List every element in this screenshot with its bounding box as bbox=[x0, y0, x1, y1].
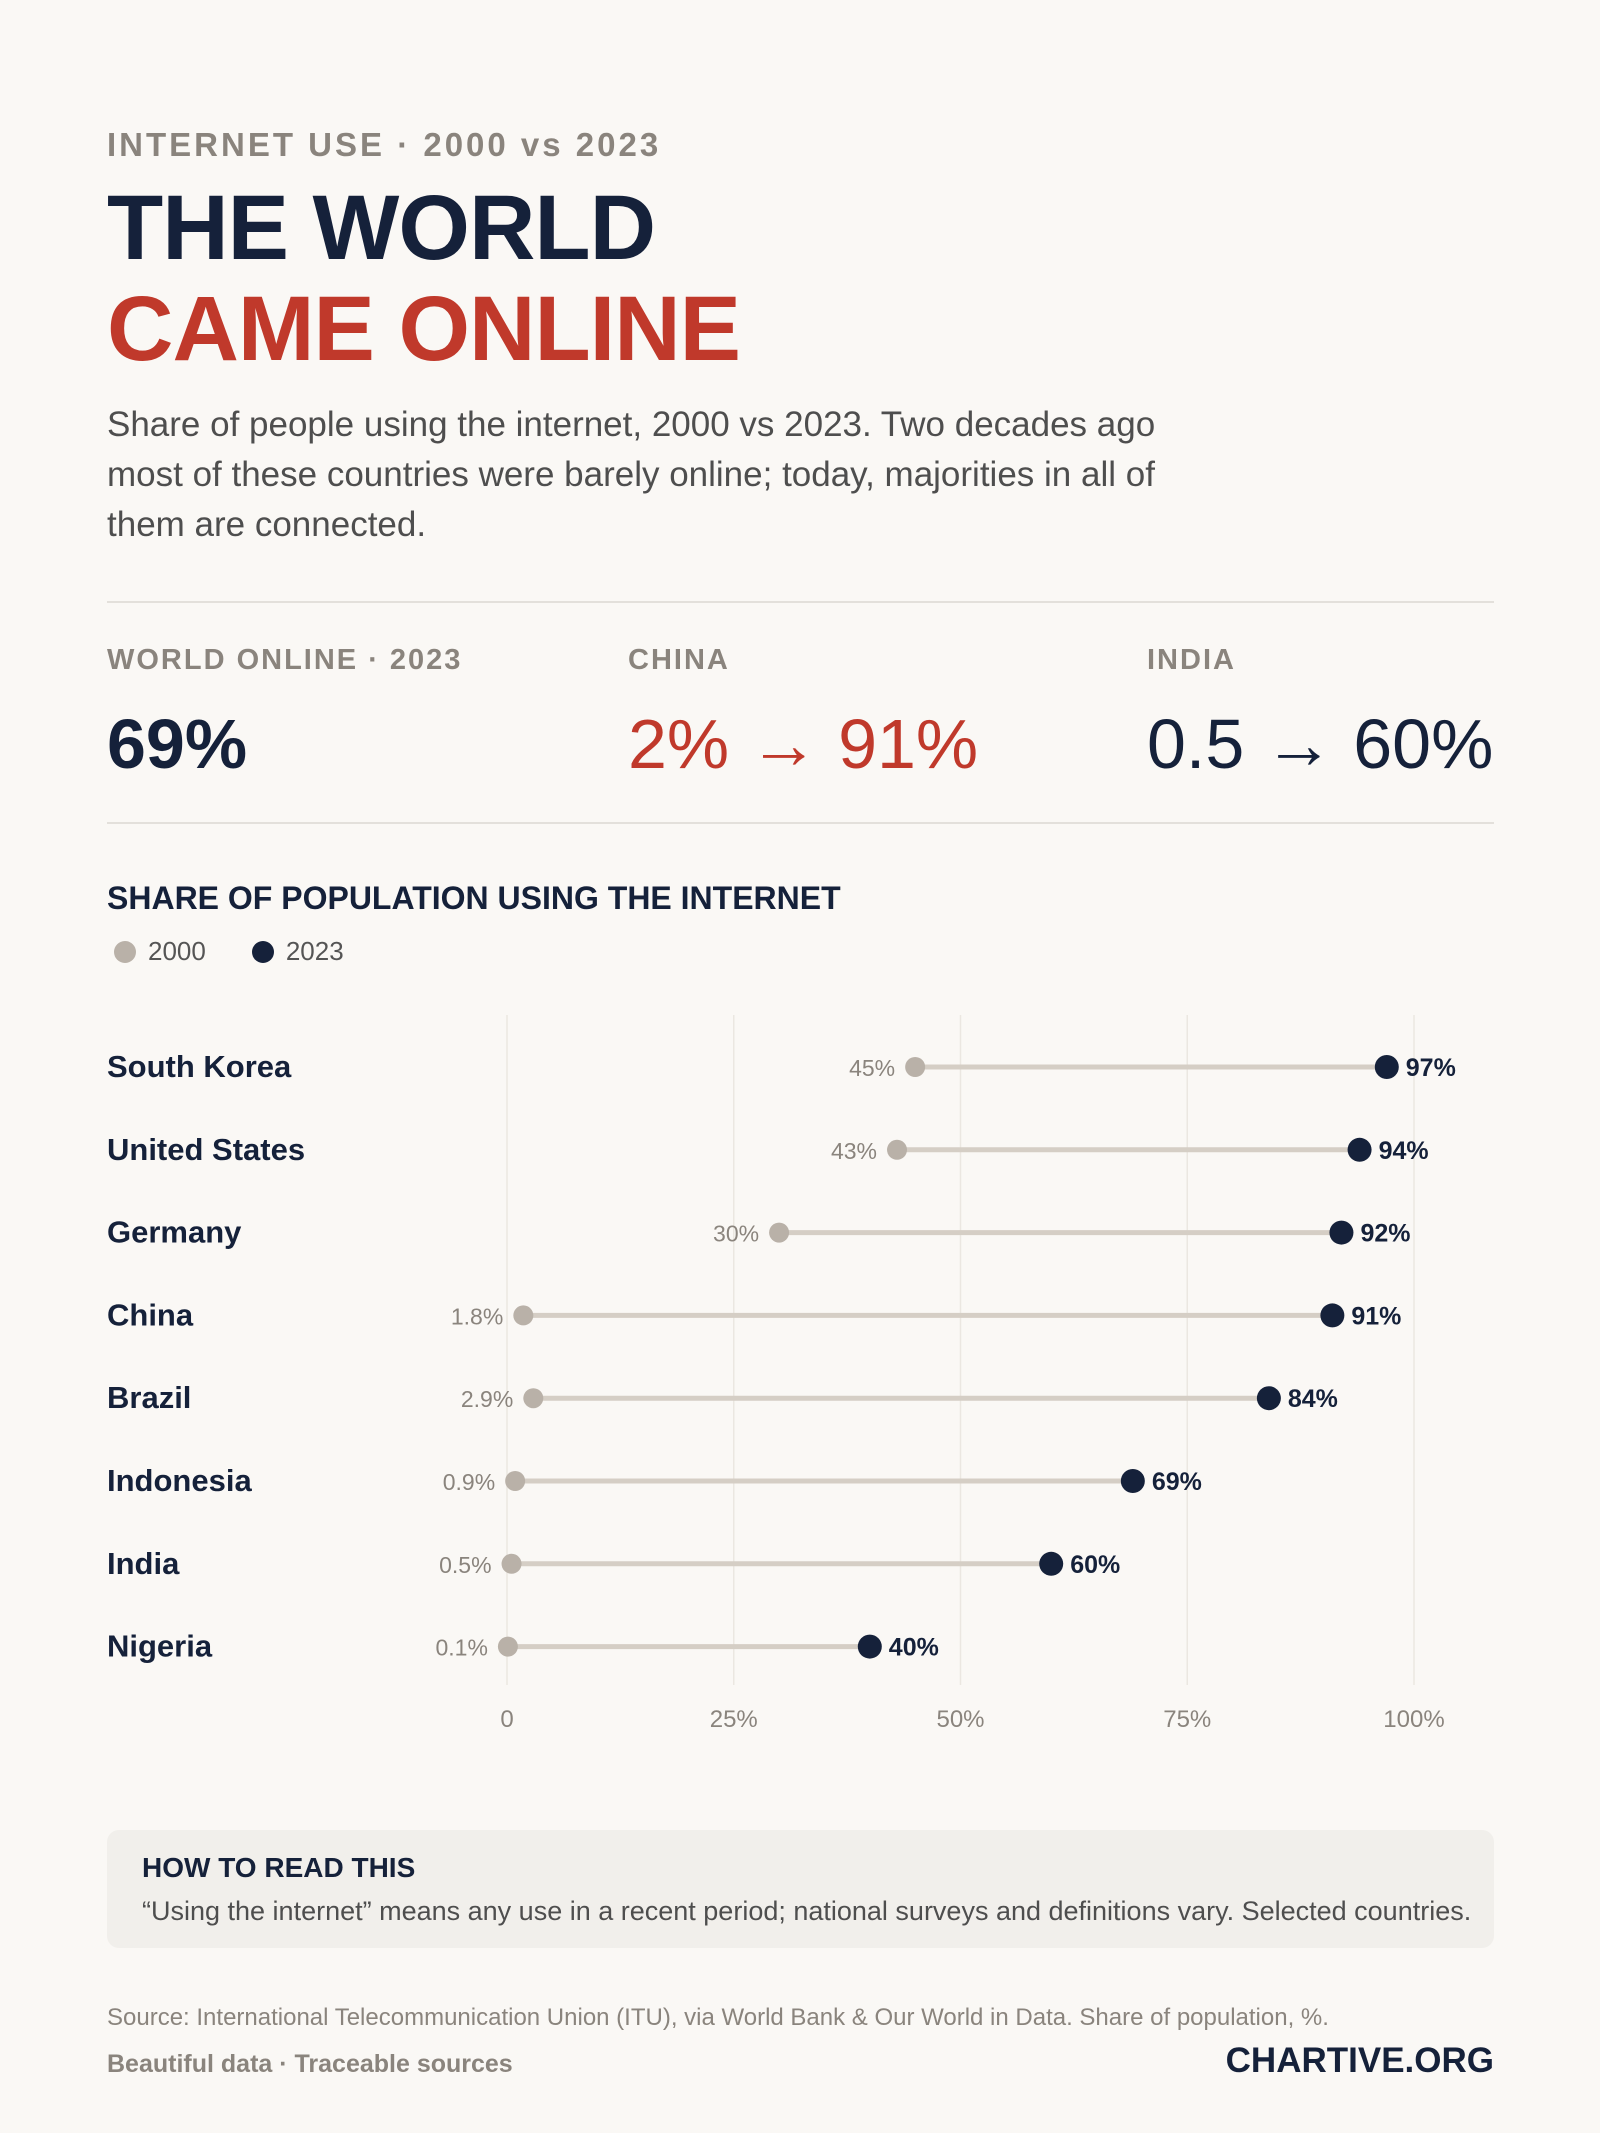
page-title: THE WORLD CAME ONLINE bbox=[107, 177, 741, 380]
category-label: India bbox=[107, 1546, 180, 1581]
stat-world: WORLD ONLINE · 2023 69% bbox=[107, 644, 463, 783]
legend-swatch-2000 bbox=[114, 940, 136, 963]
stat-value: 69% bbox=[107, 705, 248, 783]
point-2000 bbox=[769, 1222, 790, 1243]
point-2000 bbox=[887, 1139, 908, 1160]
title-line-2: CAME ONLINE bbox=[107, 278, 741, 380]
data-label-2023: 69% bbox=[1152, 1468, 1202, 1496]
chart-title: SHARE OF POPULATION USING THE INTERNET bbox=[107, 880, 841, 916]
x-tick-label: 100% bbox=[1383, 1706, 1444, 1733]
data-label-2000: 0.1% bbox=[435, 1635, 487, 1661]
data-label-2000: 2.9% bbox=[461, 1386, 513, 1412]
data-label-2000: 0.5% bbox=[439, 1552, 491, 1578]
category-label: United States bbox=[107, 1132, 305, 1167]
data-label-2000: 30% bbox=[713, 1221, 759, 1247]
title-line-1: THE WORLD bbox=[107, 177, 656, 279]
tagline: Beautiful data · Traceable sources bbox=[107, 2050, 513, 2078]
data-label-2000: 1.8% bbox=[451, 1303, 503, 1329]
divider bbox=[107, 822, 1494, 824]
stat-label: CHINA bbox=[628, 644, 730, 676]
legend-label: 2023 bbox=[285, 936, 344, 966]
data-label-2023: 91% bbox=[1351, 1302, 1401, 1330]
data-label-2023: 40% bbox=[889, 1634, 939, 1662]
point-2023 bbox=[1039, 1551, 1064, 1576]
category-label: Germany bbox=[107, 1215, 242, 1250]
point-2023 bbox=[1320, 1303, 1345, 1328]
stat-value: 2% → 91% bbox=[628, 705, 979, 783]
divider bbox=[107, 601, 1494, 603]
category-label: South Korea bbox=[107, 1049, 292, 1084]
stat-label: WORLD ONLINE · 2023 bbox=[107, 644, 463, 676]
infographic: INTERNET USE · 2000 vs 2023 THE WORLD CA… bbox=[107, 0, 1494, 2133]
legend-swatch-2023 bbox=[251, 940, 274, 963]
point-2000 bbox=[501, 1553, 522, 1574]
subtitle: Share of people using the internet, 2000… bbox=[107, 405, 1156, 544]
brand-logo: CHARTIVE.ORG bbox=[1225, 2041, 1494, 2080]
category-label: Indonesia bbox=[107, 1463, 252, 1498]
category-label: Brazil bbox=[107, 1380, 191, 1415]
eyebrow: INTERNET USE · 2000 vs 2023 bbox=[107, 126, 662, 163]
data-label-2000: 43% bbox=[831, 1138, 877, 1164]
point-2000 bbox=[905, 1057, 926, 1077]
note-text: “Using the internet” means any use in a … bbox=[142, 1896, 1472, 1926]
data-label-2000: 0.9% bbox=[443, 1469, 495, 1495]
x-tick-label: 75% bbox=[1163, 1706, 1211, 1733]
data-label-2023: 84% bbox=[1288, 1385, 1338, 1413]
source-note: Source: International Telecommunication … bbox=[107, 2004, 1329, 2031]
how-to-read-box: HOW TO READ THIS “Using the internet” me… bbox=[107, 1830, 1494, 1948]
data-label-2023: 94% bbox=[1379, 1137, 1429, 1165]
category-label: China bbox=[107, 1297, 194, 1332]
stat-india: INDIA 0.5 → 60% bbox=[1147, 644, 1493, 783]
dumbbell-chart: 0 25% 50% 75% 100% South Korea 45% 97% United St… bbox=[107, 1015, 1456, 1733]
legend-item-2000: 2000 bbox=[114, 936, 206, 967]
note-heading: HOW TO READ THIS bbox=[142, 1852, 416, 1883]
point-2000 bbox=[505, 1471, 526, 1491]
legend-label: 2000 bbox=[148, 936, 206, 966]
legend-item-2023: 2023 bbox=[251, 936, 344, 967]
point-2023 bbox=[1329, 1220, 1354, 1245]
point-2023 bbox=[1347, 1137, 1372, 1162]
point-2000 bbox=[497, 1636, 518, 1657]
point-2023 bbox=[1374, 1055, 1399, 1079]
point-2023 bbox=[857, 1634, 882, 1659]
point-2023 bbox=[1256, 1386, 1281, 1411]
data-label-2023: 60% bbox=[1070, 1551, 1120, 1579]
category-label: Nigeria bbox=[107, 1629, 213, 1664]
x-tick-label: 25% bbox=[710, 1706, 758, 1733]
stat-label: INDIA bbox=[1147, 644, 1236, 676]
chart-legend: 2000 2023 bbox=[114, 936, 390, 967]
point-2000 bbox=[513, 1305, 534, 1326]
data-label-2000: 45% bbox=[849, 1055, 895, 1081]
data-label-2023: 92% bbox=[1360, 1220, 1410, 1248]
stat-value: 0.5 → 60% bbox=[1147, 705, 1494, 783]
point-2000 bbox=[523, 1388, 544, 1409]
stat-china: CHINA 2% → 91% bbox=[628, 644, 978, 783]
x-tick-label: 0 bbox=[500, 1706, 513, 1733]
point-2023 bbox=[1120, 1469, 1145, 1493]
data-label-2023: 97% bbox=[1406, 1054, 1456, 1082]
x-tick-label: 50% bbox=[936, 1706, 984, 1733]
